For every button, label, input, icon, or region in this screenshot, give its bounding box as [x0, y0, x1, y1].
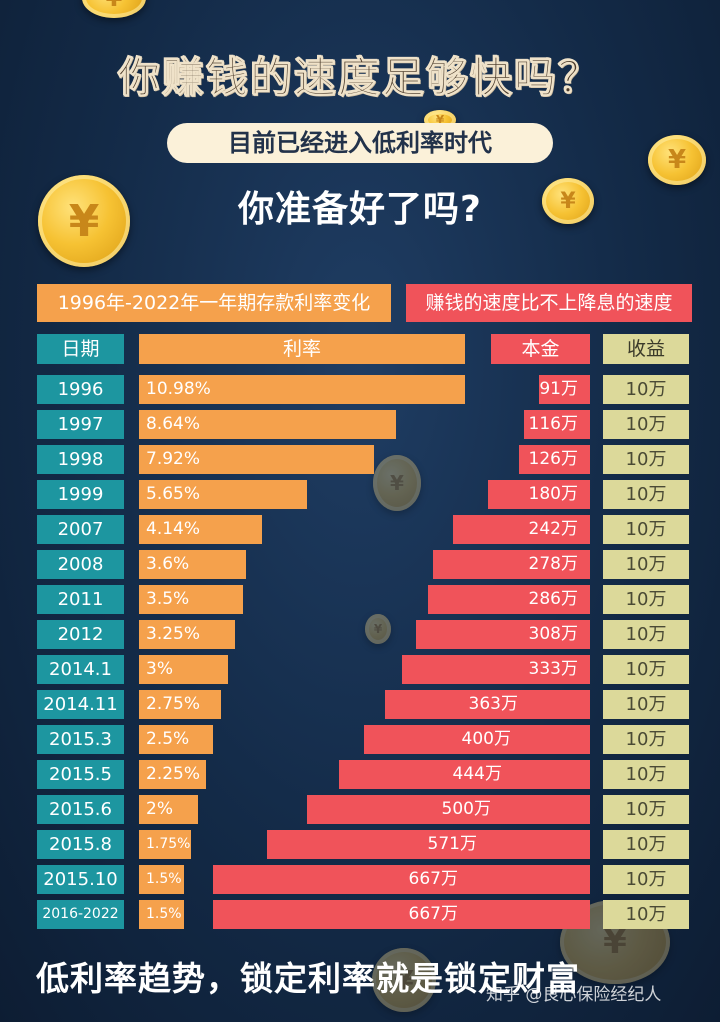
return-label: 10万: [603, 585, 689, 614]
rate-bar: 7.92%: [139, 445, 374, 474]
page-subtitle: 你准备好了吗?: [238, 189, 482, 230]
date-label: 2015.5: [37, 760, 124, 789]
date-label: 1996: [37, 375, 124, 404]
table-row: 2007 4.14% 242万 10万: [0, 515, 720, 544]
table-row: 2015.5 2.25% 444万 10万: [0, 760, 720, 789]
page-title: 你赚钱的速度足够快吗？: [117, 53, 602, 103]
return-label: 10万: [603, 725, 689, 754]
rate-bar: 2.5%: [139, 725, 213, 754]
rate-bar: 8.64%: [139, 410, 396, 439]
coin-icon: ¥: [648, 135, 706, 185]
return-label: 10万: [603, 760, 689, 789]
table-row: 1996 10.98% 91万 10万: [0, 375, 720, 404]
column-header-date: 日期: [37, 334, 124, 364]
coin-icon: ¥: [38, 175, 130, 267]
coin-icon: ¥: [542, 178, 594, 224]
principal-bar: 363万: [385, 690, 590, 719]
date-label: 2011: [37, 585, 124, 614]
return-label: 10万: [603, 480, 689, 509]
return-label: 10万: [603, 655, 689, 684]
rate-bar: 4.14%: [139, 515, 262, 544]
principal-bar: 571万: [267, 830, 590, 859]
rate-bar: 3.5%: [139, 585, 243, 614]
date-label: 2008: [37, 550, 124, 579]
intro-pill: 目前已经进入低利率时代: [167, 123, 553, 163]
coin-icon: ¥: [373, 455, 421, 511]
date-label: 2016-2022: [37, 900, 124, 929]
return-label: 10万: [603, 795, 689, 824]
footer-slogan: 低利率趋势，锁定利率就是锁定财富: [36, 959, 580, 998]
return-label: 10万: [603, 690, 689, 719]
watermark: 知乎 @良心保险经纪人: [486, 985, 662, 1005]
date-label: 1998: [37, 445, 124, 474]
principal-bar: 242万: [453, 515, 590, 544]
principal-bar: 286万: [428, 585, 590, 614]
principal-bar: 667万: [213, 865, 590, 894]
rate-bar: 1.5%: [139, 900, 184, 929]
coin-icon: ¥: [365, 614, 391, 644]
principal-bar: 91万: [539, 375, 590, 404]
coin-icon: ¥: [82, 0, 146, 18]
rate-bar: 1.75%: [139, 830, 191, 859]
column-header-rate: 利率: [139, 334, 465, 364]
principal-bar: 180万: [488, 480, 590, 509]
date-label: 2015.3: [37, 725, 124, 754]
rate-bar: 2%: [139, 795, 198, 824]
rate-bar: 3.25%: [139, 620, 235, 649]
return-label: 10万: [603, 550, 689, 579]
table-row: 2012 3.25% 308万 10万: [0, 620, 720, 649]
table-row: 2015.6 2% 500万 10万: [0, 795, 720, 824]
rate-bar: 2.75%: [139, 690, 221, 719]
date-label: 2014.1: [37, 655, 124, 684]
principal-bar: 667万: [213, 900, 590, 929]
principal-bar: 444万: [339, 760, 590, 789]
table-row: 2016-2022 1.5% 667万 10万: [0, 900, 720, 929]
return-label: 10万: [603, 445, 689, 474]
column-header-principal: 本金: [491, 334, 590, 364]
rate-bar: 5.65%: [139, 480, 307, 509]
coin-icon: ¥: [372, 948, 436, 1012]
table-caption: 赚钱的速度比不上降息的速度: [406, 284, 692, 322]
table-row: 2014.1 3% 333万 10万: [0, 655, 720, 684]
return-label: 10万: [603, 515, 689, 544]
return-label: 10万: [603, 375, 689, 404]
table-row: 1999 5.65% 180万 10万: [0, 480, 720, 509]
date-label: 1999: [37, 480, 124, 509]
table-row: 2015.3 2.5% 400万 10万: [0, 725, 720, 754]
date-label: 2007: [37, 515, 124, 544]
rate-bar: 2.25%: [139, 760, 206, 789]
date-label: 2012: [37, 620, 124, 649]
return-label: 10万: [603, 410, 689, 439]
principal-bar: 500万: [307, 795, 590, 824]
principal-bar: 116万: [524, 410, 590, 439]
return-label: 10万: [603, 900, 689, 929]
table-row: 1997 8.64% 116万 10万: [0, 410, 720, 439]
column-header-return: 收益: [603, 334, 689, 364]
table-row: 2011 3.5% 286万 10万: [0, 585, 720, 614]
principal-bar: 308万: [416, 620, 590, 649]
rate-bar: 1.5%: [139, 865, 184, 894]
date-label: 2015.8: [37, 830, 124, 859]
principal-bar: 278万: [433, 550, 590, 579]
table-title: 1996年-2022年一年期存款利率变化: [37, 284, 391, 322]
table-row: 2008 3.6% 278万 10万: [0, 550, 720, 579]
date-label: 2015.6: [37, 795, 124, 824]
table-row: 2014.11 2.75% 363万 10万: [0, 690, 720, 719]
table-row: 2015.8 1.75% 571万 10万: [0, 830, 720, 859]
return-label: 10万: [603, 830, 689, 859]
principal-bar: 400万: [364, 725, 590, 754]
date-label: 2014.11: [37, 690, 124, 719]
table-row: 2015.10 1.5% 667万 10万: [0, 865, 720, 894]
date-label: 2015.10: [37, 865, 124, 894]
date-label: 1997: [37, 410, 124, 439]
principal-bar: 126万: [519, 445, 590, 474]
principal-bar: 333万: [402, 655, 590, 684]
rate-bar: 10.98%: [139, 375, 465, 404]
table-row: 1998 7.92% 126万 10万: [0, 445, 720, 474]
rate-bar: 3.6%: [139, 550, 246, 579]
rate-bar: 3%: [139, 655, 228, 684]
return-label: 10万: [603, 620, 689, 649]
return-label: 10万: [603, 865, 689, 894]
